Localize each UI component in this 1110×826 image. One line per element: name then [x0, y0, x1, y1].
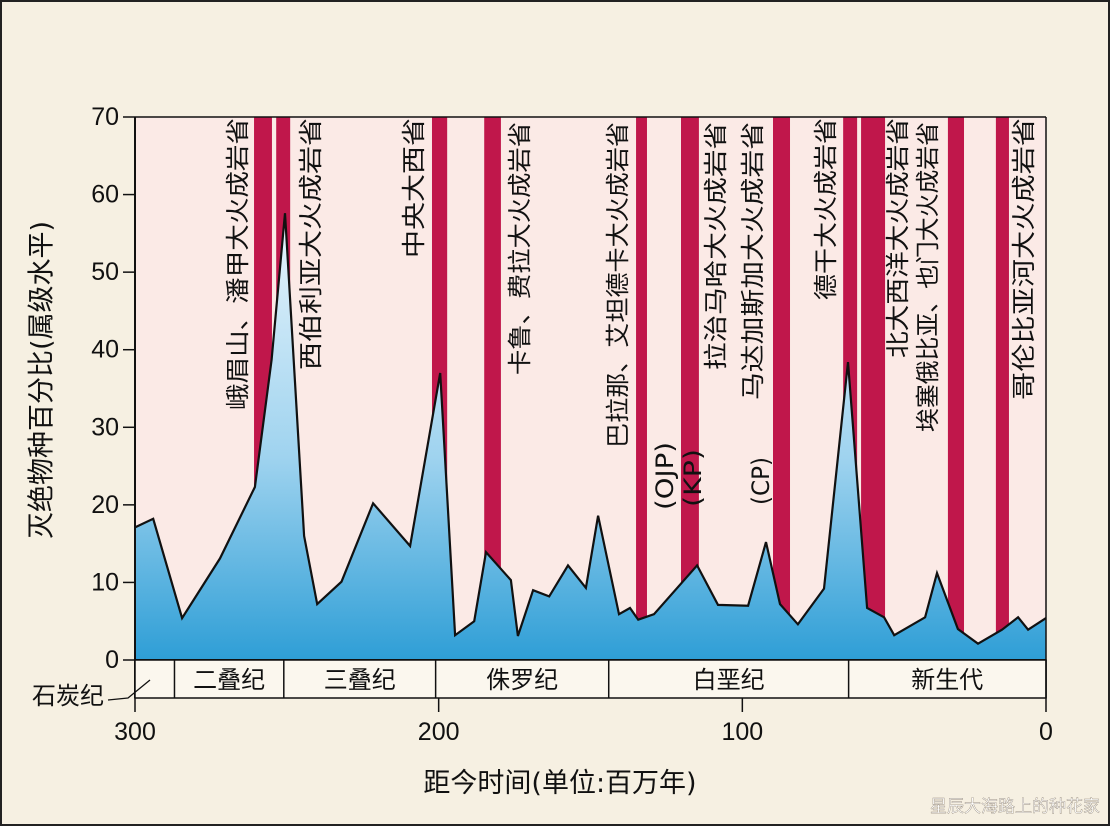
y-tick-label-7: 70: [91, 103, 119, 131]
lip-annotation-6: (KP): [679, 449, 707, 507]
period-label-3: 白垩纪: [693, 666, 765, 694]
plot-area: 峨眉山、潘甲大火成岩省 西伯利亚大火成岩省 中央大西省 卡鲁、费拉大火成岩省 巴拉那、艾…: [32, 103, 1053, 746]
x-tick-label-3: 0: [1039, 718, 1053, 746]
lip-annotation-5: (OJP): [651, 442, 679, 510]
period-label-2: 侏罗纪: [486, 666, 558, 694]
y-tick-label-1: 10: [91, 568, 119, 596]
carboniferous-label: 石炭纪: [32, 682, 104, 710]
lip-annotation-11: 北大西洋大火成岩省: [884, 118, 912, 358]
y-axis-title: 灭绝物种百分比(属级水平): [27, 221, 58, 539]
y-tick-label-5: 50: [91, 258, 119, 286]
lip-annotation-0: 峨眉山、潘甲大火成岩省: [224, 118, 252, 410]
extinction-line: [134, 213, 1047, 646]
extinction-area: [135, 213, 1046, 660]
x-axis-title: 距今时间(单位:百万年): [423, 768, 696, 799]
lip-bar-6: [773, 117, 791, 660]
lip-annotation-2: 中央大西省: [400, 118, 428, 258]
period-label-0: 二叠纪: [193, 666, 265, 694]
lip-bar-5: [680, 117, 699, 660]
lip-annotation-12: 埃塞俄比亚、也门大火成岩省: [914, 122, 942, 432]
lip-annotation-8: 马达加斯加大火成岩省: [739, 122, 767, 400]
lip-bar-3: [484, 117, 501, 660]
carboniferous-leader-line: [107, 679, 151, 701]
x-tick-label-2: 100: [721, 718, 763, 746]
lip-bar-10: [995, 117, 1009, 660]
lip-bar-8: [861, 117, 886, 660]
x-tick-label-0: 300: [114, 718, 156, 746]
y-tick-label-6: 60: [91, 181, 119, 209]
y-tick-label-3: 30: [91, 413, 119, 441]
lip-annotation-1: 西伯利亚大火成岩省: [297, 118, 325, 370]
x-tick-label-1: 200: [418, 718, 460, 746]
y-tick-label-2: 20: [91, 491, 119, 519]
lip-annotation-13: 哥伦比亚河大火成岩省: [1010, 118, 1038, 400]
lip-annotation-7: 拉治马哈大火成岩省: [702, 122, 730, 370]
lip-bar-9: [947, 117, 965, 660]
period-band: [134, 659, 1047, 699]
lip-annotation-9: (CP): [747, 457, 775, 505]
y-tick-label-4: 40: [91, 336, 119, 364]
period-label-1: 三叠纪: [324, 666, 396, 694]
lip-annotation-3: 卡鲁、费拉大火成岩省: [506, 122, 534, 375]
lip-annotation-4: 巴拉那、艾坦德卡大火成岩省: [604, 122, 632, 448]
period-label-4: 新生代: [911, 666, 983, 694]
y-tick-label-0: 0: [105, 646, 119, 674]
lip-bar-4: [636, 117, 647, 660]
watermark: 星辰大海路上的种花家: [930, 797, 1100, 817]
lip-annotation-10: 德干大火成岩省: [812, 118, 840, 300]
